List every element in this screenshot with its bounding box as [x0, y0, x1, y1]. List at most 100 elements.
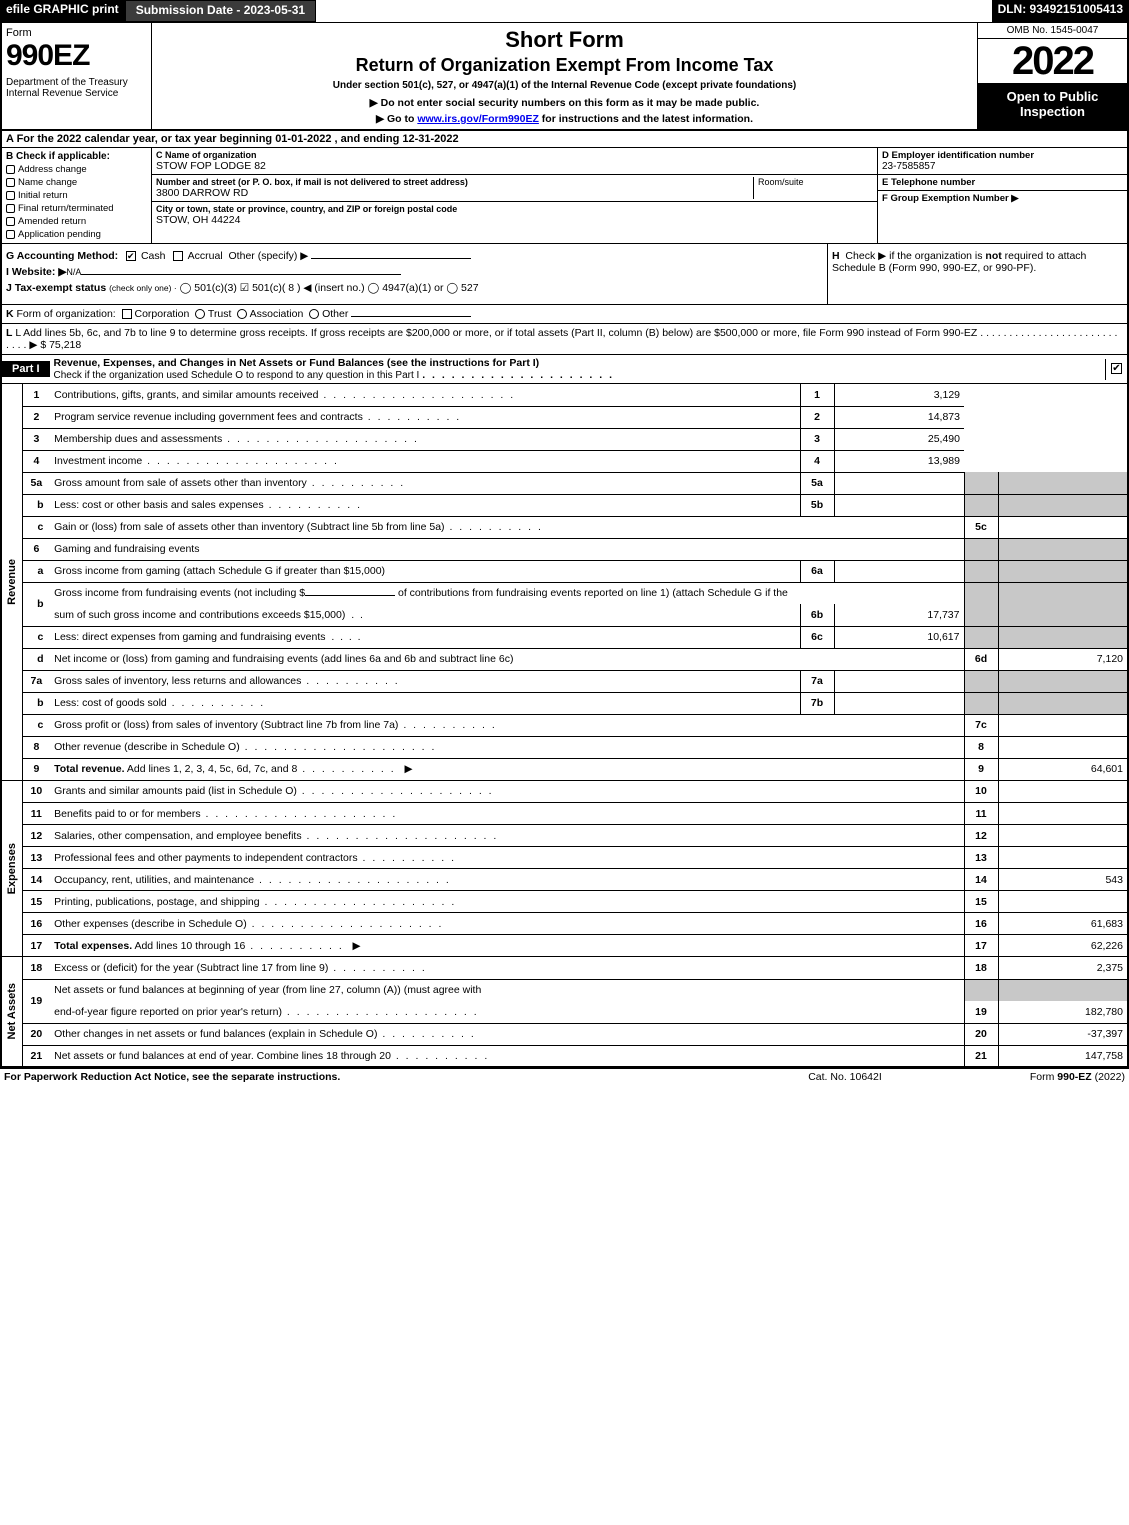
form-header-right: OMB No. 1545-0047 2022 Open to Public In…	[977, 23, 1127, 129]
dept-label: Department of the Treasury Internal Reve…	[6, 77, 147, 99]
section-b-label: B Check if applicable:	[6, 151, 147, 162]
line-13: 13Professional fees and other payments t…	[22, 847, 1128, 869]
section-l: L L Add lines 5b, 6c, and 7b to line 9 t…	[0, 324, 1129, 355]
netassets-group: Net Assets 18Excess or (deficit) for the…	[0, 957, 1129, 1068]
line-8: 8Other revenue (describe in Schedule O)8	[22, 736, 1128, 758]
submission-date: Submission Date - 2023-05-31	[125, 0, 316, 22]
section-h-text: H Check ▶ if the organization is not req…	[832, 250, 1123, 274]
section-def: D Employer identification number 23-7585…	[877, 148, 1127, 243]
line-6c: cLess: direct expenses from gaming and f…	[22, 626, 1128, 648]
line-1: 1Contributions, gifts, grants, and simil…	[22, 384, 1128, 406]
line-10: 10Grants and similar amounts paid (list …	[22, 781, 1128, 803]
note-link-pre: ▶ Go to	[376, 113, 417, 125]
part1-label: Part I	[2, 361, 50, 377]
expenses-group: Expenses 10Grants and similar amounts pa…	[0, 781, 1129, 958]
efile-label: efile GRAPHIC print	[0, 0, 125, 22]
title-return: Return of Organization Exempt From Incom…	[158, 55, 971, 76]
top-bar: efile GRAPHIC print Submission Date - 20…	[0, 0, 1129, 22]
form-header: Form 990EZ Department of the Treasury In…	[0, 22, 1129, 131]
irs-link[interactable]: www.irs.gov/Form990EZ	[417, 113, 539, 125]
line-7c: cGross profit or (loss) from sales of in…	[22, 714, 1128, 736]
footer-right: Form 990-EZ (2022)	[945, 1071, 1125, 1083]
cb-address-change[interactable]: Address change	[6, 164, 147, 175]
line-17: 17Total expenses. Add lines 10 through 1…	[22, 935, 1128, 957]
form-header-center: Short Form Return of Organization Exempt…	[152, 23, 977, 129]
cb-accrual[interactable]	[173, 251, 183, 261]
revenue-vlabel: Revenue	[0, 384, 22, 781]
line-5b: bLess: cost or other basis and sales exp…	[22, 494, 1128, 516]
topbar-spacer	[316, 0, 991, 22]
line-19b: end-of-year figure reported on prior yea…	[22, 1001, 1128, 1023]
omb-number: OMB No. 1545-0047	[978, 23, 1127, 39]
cb-trust[interactable]	[195, 309, 205, 319]
e-label: E Telephone number	[882, 177, 1123, 188]
cb-initial-return[interactable]: Initial return	[6, 190, 147, 201]
cb-other[interactable]	[309, 309, 319, 319]
line-15: 15Printing, publications, postage, and s…	[22, 891, 1128, 913]
line-14: 14Occupancy, rent, utilities, and mainte…	[22, 869, 1128, 891]
line-11: 11Benefits paid to or for members11	[22, 803, 1128, 825]
form-header-left: Form 990EZ Department of the Treasury In…	[2, 23, 152, 129]
tax-year: 2022	[978, 39, 1127, 83]
line-18: 18Excess or (deficit) for the year (Subt…	[22, 957, 1128, 979]
d-label: D Employer identification number	[882, 150, 1123, 161]
c-addr-label: Number and street (or P. O. box, if mail…	[156, 177, 753, 187]
part1-header: Part I Revenue, Expenses, and Changes in…	[0, 355, 1129, 384]
cb-corporation[interactable]	[122, 309, 132, 319]
c-city-val: STOW, OH 44224	[156, 214, 873, 226]
c-addr-val: 3800 DARROW RD	[156, 187, 753, 199]
dln-label: DLN: 93492151005413	[992, 0, 1129, 22]
title-short-form: Short Form	[158, 27, 971, 53]
cb-cash[interactable]	[126, 251, 136, 261]
note-link-post: for instructions and the latest informat…	[539, 113, 753, 125]
line-7b: bLess: cost of goods sold7b	[22, 692, 1128, 714]
form-label: Form	[6, 27, 147, 39]
cb-application-pending[interactable]: Application pending	[6, 229, 147, 240]
line-12: 12Salaries, other compensation, and empl…	[22, 825, 1128, 847]
footer-left: For Paperwork Reduction Act Notice, see …	[4, 1071, 745, 1083]
line-6d: dNet income or (loss) from gaming and fu…	[22, 648, 1128, 670]
cb-final-return[interactable]: Final return/terminated	[6, 203, 147, 214]
line-4: 4Investment income413,989	[22, 450, 1128, 472]
section-a: A For the 2022 calendar year, or tax yea…	[0, 131, 1129, 148]
line-20: 20Other changes in net assets or fund ba…	[22, 1023, 1128, 1045]
open-inspection: Open to Public Inspection	[978, 83, 1127, 129]
section-g: G Accounting Method: Cash Accrual Other …	[6, 250, 823, 262]
line-6: 6Gaming and fundraising events	[22, 538, 1128, 560]
line-21: 21Net assets or fund balances at end of …	[22, 1045, 1128, 1067]
part1-title: Revenue, Expenses, and Changes in Net As…	[54, 357, 540, 369]
page-footer: For Paperwork Reduction Act Notice, see …	[0, 1068, 1129, 1085]
d-val: 23-7585857	[882, 161, 1123, 172]
section-k: K Form of organization: Corporation Trus…	[0, 305, 1129, 324]
netassets-vlabel: Net Assets	[0, 957, 22, 1068]
cb-name-change[interactable]: Name change	[6, 177, 147, 188]
line-6b2: sum of such gross income and contributio…	[22, 604, 1128, 626]
line-6a: aGross income from gaming (attach Schedu…	[22, 560, 1128, 582]
line-7a: 7aGross sales of inventory, less returns…	[22, 670, 1128, 692]
note-ssn: ▶ Do not enter social security numbers o…	[158, 97, 971, 109]
f-label: F Group Exemption Number ▶	[882, 193, 1123, 204]
part1-schedule-o-cb[interactable]	[1105, 359, 1127, 380]
line-6b: bGross income from fundraising events (n…	[22, 582, 1128, 604]
cb-association[interactable]	[237, 309, 247, 319]
section-c: C Name of organization STOW FOP LODGE 82…	[152, 148, 877, 243]
c-name-label: C Name of organization	[156, 150, 873, 160]
section-b: B Check if applicable: Address change Na…	[2, 148, 152, 243]
line-19a: 19Net assets or fund balances at beginni…	[22, 979, 1128, 1001]
sections-bcdef: B Check if applicable: Address change Na…	[0, 148, 1129, 244]
revenue-group: Revenue 1Contributions, gifts, grants, a…	[0, 384, 1129, 781]
line-5c: cGain or (loss) from sale of assets othe…	[22, 516, 1128, 538]
c-city-label: City or town, state or province, country…	[156, 204, 873, 214]
section-j: J Tax-exempt status (check only one) · ◯…	[6, 282, 823, 294]
form-number: 990EZ	[6, 39, 147, 73]
cb-amended-return[interactable]: Amended return	[6, 216, 147, 227]
line-9: 9Total revenue. Add lines 1, 2, 3, 4, 5c…	[22, 758, 1128, 780]
line-5a: 5aGross amount from sale of assets other…	[22, 472, 1128, 494]
section-i: I Website: ▶N/A	[6, 266, 823, 278]
line-2: 2Program service revenue including gover…	[22, 406, 1128, 428]
line-16: 16Other expenses (describe in Schedule O…	[22, 913, 1128, 935]
part1-subtitle: Check if the organization used Schedule …	[54, 370, 420, 381]
section-h: H Check ▶ if the organization is not req…	[827, 244, 1127, 304]
line-3: 3Membership dues and assessments325,490	[22, 428, 1128, 450]
section-l-val: 75,218	[49, 339, 81, 351]
